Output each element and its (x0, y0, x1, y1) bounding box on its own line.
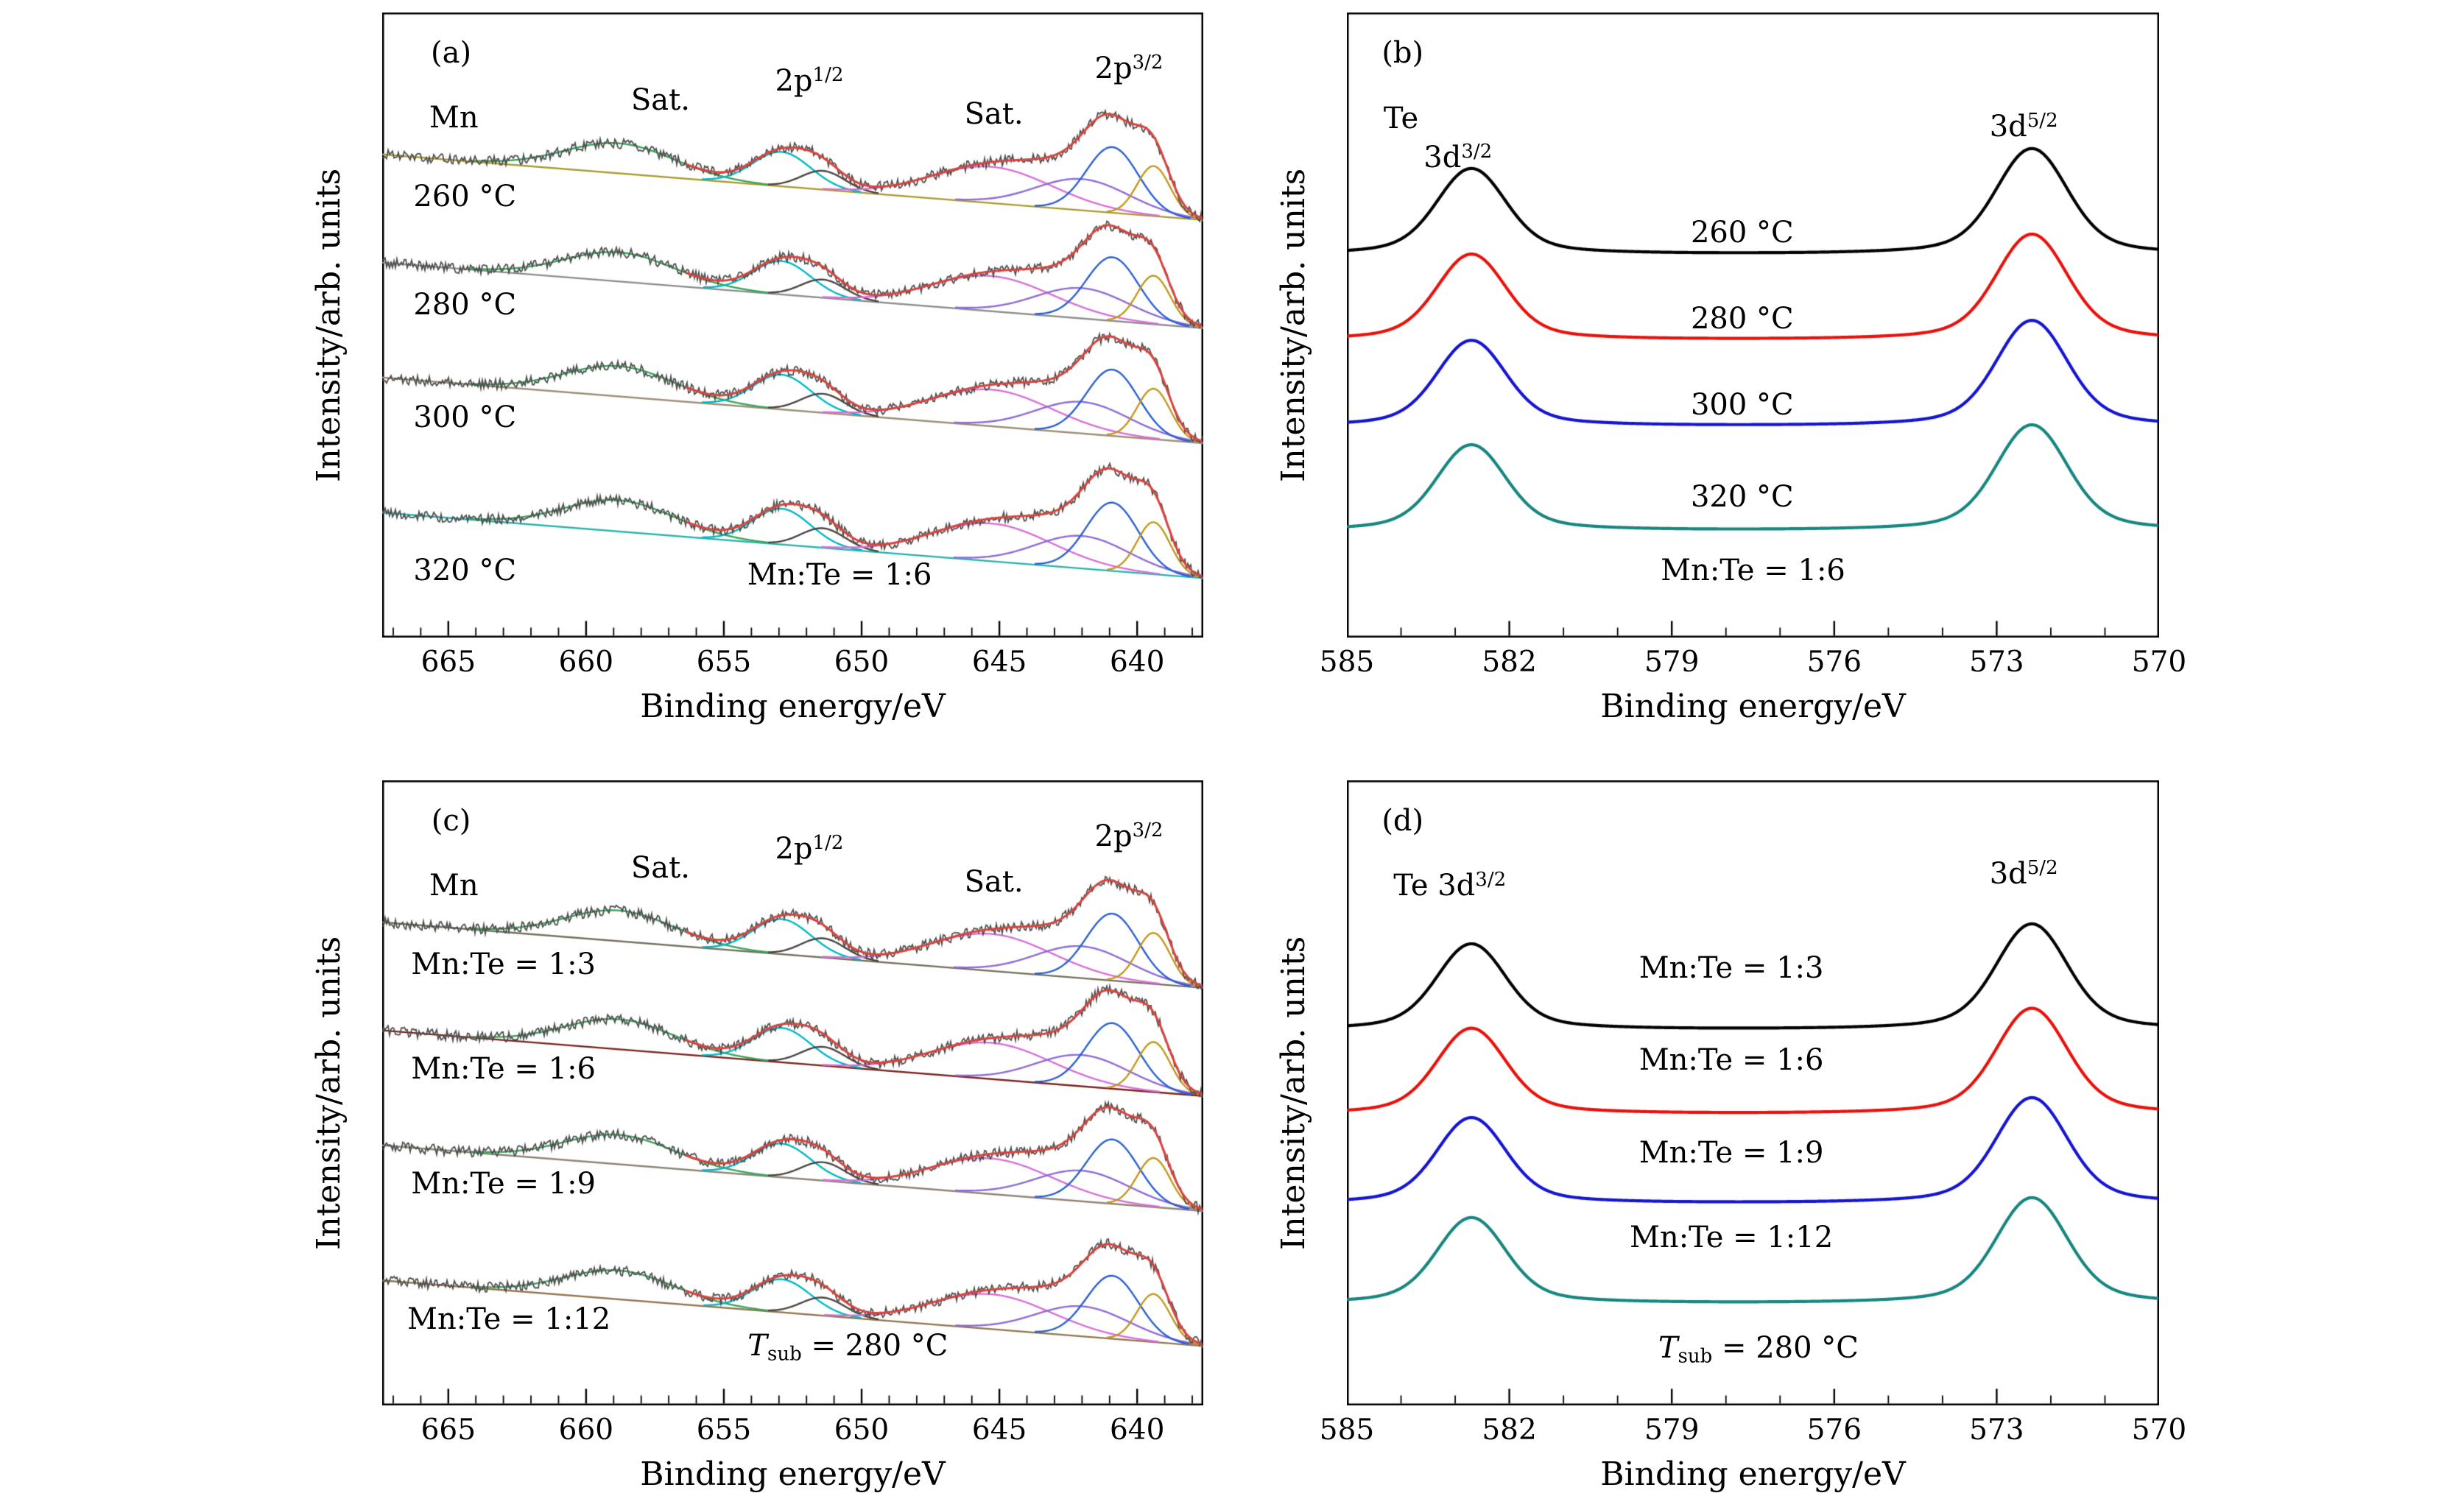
panel-d-te3d-ratio: 585 582 579 576 573 570 Binding energy/eV Inten… (1275, 780, 2186, 1491)
x-tick-label: 665 (420, 646, 476, 679)
x-tick-label: 576 (1806, 646, 1862, 679)
y-axis-label: Intensity/arb. units (1275, 168, 1312, 482)
plot-canvas-c (382, 780, 1203, 1405)
d32-label: 3d3/2 (1423, 140, 1493, 174)
panel-letter: (c) (431, 804, 471, 839)
sat-label-1: Sat. (630, 850, 690, 885)
x-tick-label: 570 (2131, 646, 2187, 679)
trace-label: 280 °C (413, 288, 517, 322)
trace-label: 280 °C (1690, 302, 1794, 336)
trace-label: Mn:Te = 1:12 (1629, 1221, 1834, 1255)
x-tick-label: 570 (2131, 1413, 2187, 1447)
tsub-note: Tsub = 280 °C (747, 1329, 948, 1366)
d52-label: 3d5/2 (1989, 109, 2058, 144)
d52-label: 3d5/2 (1989, 857, 2058, 892)
x-tick-label: 582 (1482, 1413, 1537, 1447)
p12-label: 2p1/2 (775, 832, 844, 866)
trace-label: Mn:Te = 1:3 (1638, 950, 1824, 985)
x-tick-label: 573 (1969, 1413, 2024, 1447)
plot-canvas-b (1347, 13, 2159, 638)
trace-label: Mn:Te = 1:6 (411, 1052, 596, 1087)
sat-label-1: Sat. (630, 82, 690, 117)
p32-label: 2p3/2 (1094, 819, 1164, 854)
x-tick-label: 645 (971, 646, 1027, 679)
x-axis-label: Binding energy/eV (640, 1455, 946, 1493)
x-tick-label: 576 (1806, 1413, 1862, 1447)
panel-b-te3d-temperature: 585 582 579 576 573 570 Binding energy/eV Inten… (1275, 13, 2186, 723)
tsub-note: Tsub = 280 °C (1658, 1330, 1859, 1368)
y-axis-label: Intensity/arb. units (310, 168, 348, 482)
x-tick-label: 585 (1319, 1413, 1375, 1447)
element-label: Mn (429, 868, 479, 903)
trace-label: 300 °C (413, 400, 517, 435)
trace-label: Mn:Te = 1:6 (1638, 1043, 1824, 1078)
trace-label: Mn:Te = 1:3 (411, 947, 596, 982)
y-axis-label: Intensity/arb. units (310, 936, 348, 1250)
x-tick-label: 645 (971, 1413, 1027, 1447)
trace-label: Mn:Te = 1:9 (411, 1166, 596, 1201)
panel-a-mn2p-temperature: 665 660 655 650 645 640 Binding energy/eV Inten… (310, 13, 1203, 723)
trace-label: 260 °C (413, 180, 517, 214)
ratio-note: Mn:Te = 1:6 (1661, 554, 1845, 588)
plot-canvas-d (1347, 780, 2159, 1405)
x-tick-label: 573 (1969, 646, 2024, 679)
trace-label: 300 °C (1690, 388, 1794, 423)
sat-label-2: Sat. (964, 865, 1024, 900)
ratio-note: Mn:Te = 1:6 (747, 558, 932, 593)
x-tick-label: 650 (834, 1413, 890, 1447)
x-tick-label: 579 (1644, 1413, 1700, 1447)
element-label: Te (1383, 102, 1419, 136)
x-tick-label: 640 (1109, 646, 1165, 679)
trace-label: 320 °C (1690, 479, 1794, 514)
element-label: Mn (429, 100, 479, 135)
element-d32-label: Te 3d3/2 (1393, 868, 1507, 903)
panel-letter: (b) (1381, 36, 1424, 71)
p32-label: 2p3/2 (1094, 52, 1164, 86)
x-tick-label: 650 (834, 646, 890, 679)
sat-label-2: Sat. (964, 97, 1024, 132)
x-tick-label: 665 (420, 1413, 476, 1447)
plot-canvas-a (382, 13, 1203, 638)
x-axis-label: Binding energy/eV (1600, 688, 1906, 725)
x-tick-label: 655 (696, 1413, 752, 1447)
trace-label: Mn:Te = 1:9 (1638, 1136, 1824, 1170)
x-tick-label: 660 (558, 646, 614, 679)
x-tick-label: 660 (558, 1413, 614, 1447)
panel-c-mn2p-ratio: 665 660 655 650 645 640 Binding energy/eV Inten… (310, 780, 1203, 1491)
x-axis-label: Binding energy/eV (1600, 1455, 1906, 1493)
trace-label: 320 °C (413, 554, 517, 588)
y-axis-label: Intensity/arb. units (1275, 936, 1312, 1250)
trace-label: Mn:Te = 1:12 (407, 1302, 611, 1336)
x-tick-label: 582 (1482, 646, 1537, 679)
panel-letter: (d) (1381, 804, 1424, 839)
x-tick-label: 585 (1319, 646, 1375, 679)
p12-label: 2p1/2 (775, 64, 844, 99)
x-tick-label: 655 (696, 646, 752, 679)
panel-letter: (a) (431, 36, 472, 71)
x-tick-label: 579 (1644, 646, 1700, 679)
x-axis-label: Binding energy/eV (640, 688, 946, 725)
trace-label: 260 °C (1690, 215, 1794, 250)
x-tick-label: 640 (1109, 1413, 1165, 1447)
